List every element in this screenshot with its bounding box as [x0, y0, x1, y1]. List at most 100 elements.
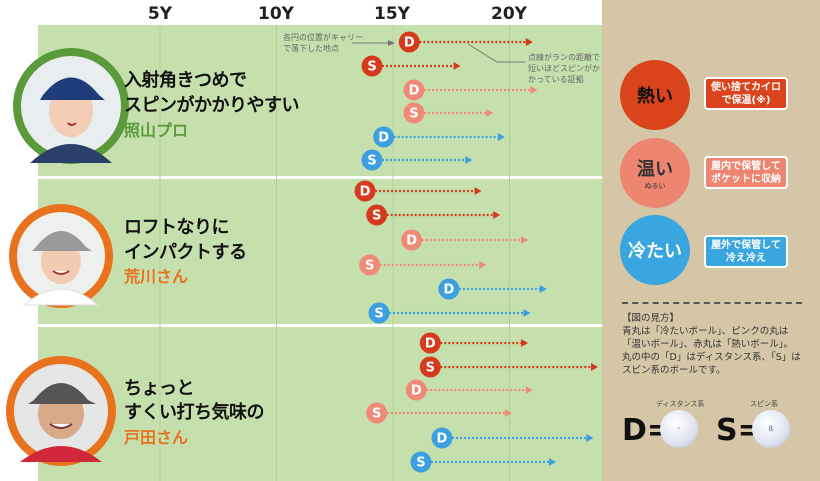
arrow-head	[521, 236, 529, 244]
cold-label: 冷たい	[628, 241, 682, 262]
warm-ball-badge: 温い ぬるい	[620, 138, 690, 208]
arrow-head	[497, 133, 505, 141]
carry-marker	[361, 55, 383, 77]
carry-marker	[403, 102, 425, 124]
ball-type-label: D	[378, 131, 389, 146]
ball-type-label: S	[374, 307, 383, 322]
player-2-title: ロフトなりに	[124, 217, 230, 238]
carry-marker	[368, 302, 390, 324]
player-3-title: すくい打ち気味の	[124, 402, 265, 423]
arrow-head	[453, 62, 461, 70]
distance-ball-image: ◦	[660, 410, 698, 448]
carry-note-line: 各円の位置がキャリー	[283, 33, 363, 42]
ball-type-label: D	[406, 234, 417, 249]
carry-note-line: で落下した地点	[283, 44, 339, 53]
warm-label: 温い	[637, 159, 673, 180]
x-tick-label: 5Y	[147, 4, 173, 24]
arrow-head	[523, 309, 531, 317]
portrait-arakawa	[9, 204, 113, 308]
run-note: 点線がランの距離で 短いほどスピンがか かっている証拠	[528, 52, 600, 85]
player-2-title: インパクトする	[124, 242, 247, 263]
x-tick-label: 20Y	[491, 4, 527, 24]
run-note-line: 短いほどスピンがか	[528, 64, 600, 73]
carry-note: 各円の位置がキャリー で落下した地点	[283, 32, 363, 54]
arrow-head	[530, 86, 538, 94]
carry-marker	[438, 278, 460, 300]
carry-marker	[354, 180, 376, 202]
carry-marker	[361, 149, 383, 171]
carry-marker	[405, 379, 427, 401]
ball-type-label: D	[360, 185, 371, 200]
arrow-head	[586, 434, 594, 442]
arrow-head	[493, 211, 501, 219]
portrait-toda	[6, 356, 116, 466]
arrow-head	[521, 339, 529, 347]
ball-type-label: S	[416, 456, 425, 471]
hot-advice: 使い捨てカイロで保温(※)	[704, 77, 788, 110]
arrow-head	[474, 187, 482, 195]
carry-note-arrowhead	[388, 40, 395, 46]
section-divider	[38, 324, 602, 327]
warm-reading: ぬるい	[644, 182, 666, 190]
ball-type-label: S	[367, 154, 376, 169]
arrow-head	[525, 38, 533, 46]
player-3-title: ちょっと	[124, 378, 195, 399]
x-tick-label: 10Y	[258, 4, 294, 24]
ball-type-label: S	[409, 107, 418, 122]
section-divider	[38, 176, 602, 179]
ball-type-label: S	[367, 60, 376, 75]
player-1-name: 照山プロ	[124, 121, 189, 140]
player-2-name: 荒川さん	[124, 267, 189, 286]
run-note-line: 点線がランの距離で	[528, 53, 600, 62]
ball-type-label: S	[372, 407, 381, 422]
legend-explanation: 【図の見方】 青丸は「冷たいボール」、ピンクの丸は「温いボール」、赤丸は「熱いボ…	[622, 312, 802, 377]
spin-ball-image: ß	[752, 410, 790, 448]
x-tick-label: 15Y	[374, 4, 410, 24]
carry-marker	[419, 356, 441, 378]
carry-marker	[398, 31, 420, 53]
arrow-head	[591, 363, 599, 371]
run-note-line: かっている証拠	[528, 75, 584, 84]
ball-type-label: D	[409, 84, 420, 99]
legend-body: 青丸は「冷たいボール」、ピンクの丸は「温いボール」、赤丸は「熱いボール」。丸の中…	[622, 326, 801, 376]
ball-type-label: D	[425, 337, 436, 352]
arrow-head	[479, 261, 487, 269]
player-3-name: 戸田さん	[124, 428, 189, 447]
dashed-divider	[622, 302, 802, 304]
ball-type-label: D	[404, 36, 415, 51]
distance-caption: ディスタンス系	[656, 400, 705, 408]
field-background	[38, 25, 602, 481]
portrait-teruyama	[13, 48, 129, 164]
arrow-head	[549, 458, 557, 466]
carry-marker	[366, 204, 388, 226]
ball-type-label: D	[444, 283, 455, 298]
arrow-head	[504, 409, 512, 417]
hot-label: 熱い	[637, 86, 673, 107]
carry-marker	[431, 427, 453, 449]
spin-caption: スピン系	[750, 400, 778, 408]
carry-marker	[419, 332, 441, 354]
hot-ball-badge: 熱い	[620, 60, 690, 130]
ball-type-label: S	[365, 259, 374, 274]
cold-ball-badge: 冷たい	[620, 215, 690, 285]
player-1-title: 入射角きつめで	[124, 70, 247, 91]
ball-type-label: D	[437, 432, 448, 447]
run-note-pointer	[467, 43, 525, 63]
legend-heading: 【図の見方】	[622, 313, 680, 324]
ball-type-label: D	[411, 384, 422, 399]
player-1-title: スピンがかかりやすい	[124, 95, 300, 116]
arrow-head	[525, 386, 533, 394]
carry-marker	[403, 79, 425, 101]
carry-marker	[373, 126, 395, 148]
arrow-head	[465, 156, 473, 164]
cold-advice: 屋外で保管して冷え冷え	[704, 235, 788, 268]
carry-marker	[401, 229, 423, 251]
arrow-head	[486, 109, 494, 117]
carry-marker	[359, 254, 381, 276]
carry-marker	[410, 451, 432, 473]
arrow-head	[539, 285, 547, 293]
warm-advice: 屋内で保管してポケットに収納	[704, 156, 788, 189]
ball-type-label: S	[426, 361, 435, 376]
ball-type-label: S	[372, 209, 381, 224]
